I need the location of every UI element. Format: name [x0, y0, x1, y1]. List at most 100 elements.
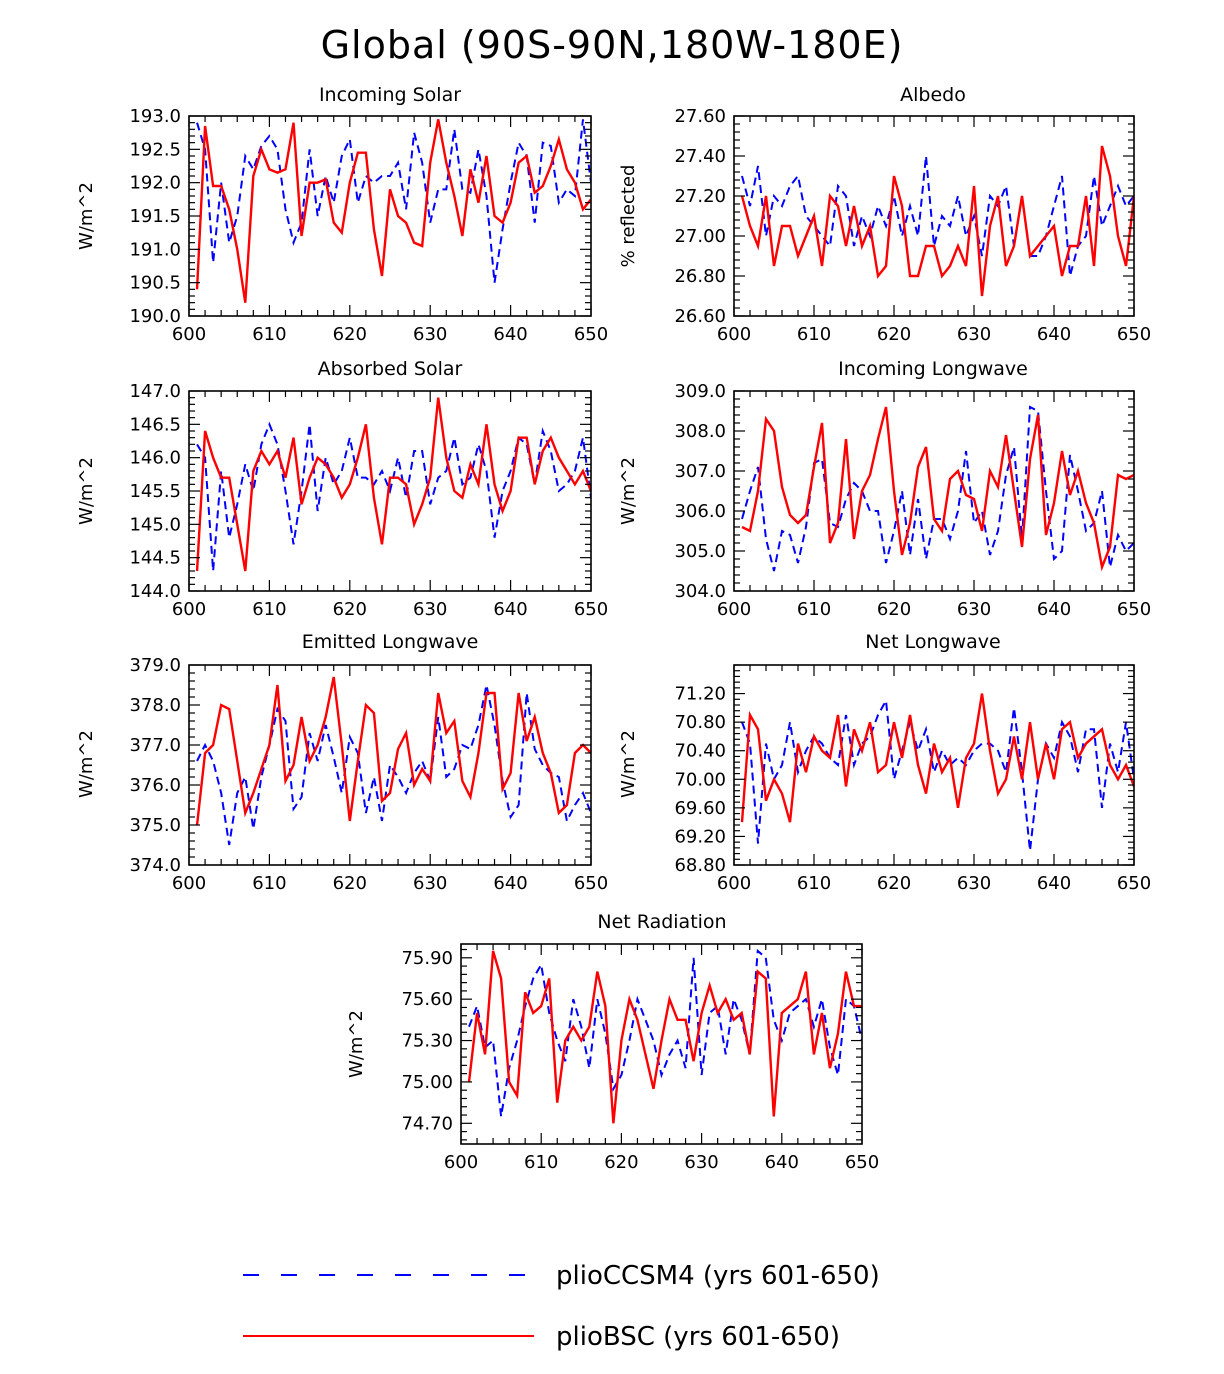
panel-absorbed-solar: Absorbed Solar W/m^2 600 610 620 630 640 650 1…: [76, 358, 608, 620]
x-tick-label: 650: [574, 324, 608, 345]
x-tick-label: 600: [717, 873, 751, 894]
series-line-pliobsc: [740, 693, 1134, 823]
y-axis-label: W/m^2: [76, 457, 97, 525]
panel-title: Net Longwave: [865, 631, 1001, 653]
y-tick-label: 75.00: [401, 1072, 453, 1093]
x-tick-label: 620: [333, 873, 367, 894]
y-tick-label: 304.0: [674, 581, 726, 602]
panel-net-radiation: Net Radiation W/m^2 600 610 620 630 640 650 74…: [346, 911, 879, 1173]
y-tick-label: 379.0: [129, 655, 181, 676]
y-tick-label: 191.5: [129, 206, 181, 227]
plot-frame: [733, 390, 1135, 592]
x-tick-label: 630: [684, 1152, 718, 1173]
y-axis-label: W/m^2: [618, 730, 639, 798]
series-line-pliobsc: [741, 406, 1134, 572]
x-tick-label: 650: [574, 599, 608, 620]
x-tick-label: 650: [1117, 599, 1151, 620]
legend: plioCCSM4 (yrs 601-650) plioBSC (yrs 601…: [243, 1261, 880, 1352]
y-axis-label: W/m^2: [346, 1010, 367, 1078]
x-tick-label: 610: [252, 324, 286, 345]
y-tick-label: 75.30: [401, 1031, 453, 1052]
panel-title: Incoming Longwave: [838, 358, 1028, 380]
panel-incoming-longwave: Incoming Longwave W/m^2 600 610 620 630 640 6…: [618, 358, 1151, 620]
x-tick-label: 650: [574, 873, 608, 894]
legend-label-pliobsc: plioBSC (yrs 601-650): [556, 1322, 840, 1352]
x-tick-label: 630: [957, 599, 991, 620]
panel-title: Net Radiation: [597, 911, 726, 933]
y-tick-label: 70.80: [674, 712, 726, 733]
figure-title: Global (90S-90N,180W-180E): [321, 23, 904, 67]
y-tick-label: 74.70: [401, 1113, 453, 1134]
y-tick-label: 377.0: [129, 735, 181, 756]
x-tick-label: 630: [413, 324, 447, 345]
x-tick-label: 600: [717, 599, 751, 620]
x-tick-label: 620: [333, 599, 367, 620]
y-tick-label: 70.00: [674, 769, 726, 790]
y-tick-label: 306.0: [674, 501, 726, 522]
y-tick-label: 192.5: [129, 139, 181, 160]
x-tick-label: 620: [877, 324, 911, 345]
plot-frame: [733, 115, 1135, 317]
plot-frame: [460, 943, 863, 1145]
y-tick-label: 376.0: [129, 775, 181, 796]
x-tick-label: 630: [413, 873, 447, 894]
y-tick-label: 305.0: [674, 541, 726, 562]
series-line-pliocсsm4: [741, 155, 1134, 277]
y-tick-label: 375.0: [129, 815, 181, 836]
y-tick-label: 190.5: [129, 273, 181, 294]
x-tick-label: 600: [172, 599, 206, 620]
x-tick-label: 600: [172, 324, 206, 345]
plot-frame: [188, 115, 592, 317]
panel-title: Absorbed Solar: [318, 358, 463, 380]
x-tick-label: 640: [493, 324, 527, 345]
y-tick-label: 75.60: [401, 989, 453, 1010]
series-line-pliocсsm4: [741, 405, 1134, 572]
panel-net-longwave: Net Longwave W/m^2 600 610 620 630 640 650 68.…: [618, 631, 1151, 894]
x-tick-label: 640: [493, 599, 527, 620]
y-tick-label: 190.0: [129, 306, 181, 327]
x-tick-label: 640: [1037, 873, 1071, 894]
series-line-pliocсsm4: [468, 948, 862, 1117]
panel-albedo: Albedo % reflected 600 610 620 630 640 650 26.…: [618, 84, 1151, 345]
x-tick-label: 600: [444, 1152, 478, 1173]
y-tick-label: 71.20: [674, 684, 726, 705]
x-tick-label: 640: [1037, 324, 1071, 345]
y-tick-label: 145.5: [129, 481, 181, 502]
y-tick-label: 374.0: [129, 855, 181, 876]
y-tick-label: 147.0: [129, 381, 181, 402]
x-tick-label: 640: [765, 1152, 799, 1173]
y-tick-label: 27.20: [674, 186, 726, 207]
panel-title: Emitted Longwave: [302, 631, 479, 653]
y-tick-label: 192.0: [129, 173, 181, 194]
x-tick-label: 610: [252, 599, 286, 620]
x-tick-label: 610: [797, 324, 831, 345]
y-tick-label: 27.60: [674, 106, 726, 127]
y-tick-label: 27.00: [674, 226, 726, 247]
y-tick-label: 193.0: [129, 106, 181, 127]
x-tick-label: 610: [797, 873, 831, 894]
y-tick-label: 26.80: [674, 266, 726, 287]
series-line-pliobsc: [195, 676, 591, 826]
x-tick-label: 610: [252, 873, 286, 894]
series-line-pliobsc: [195, 119, 591, 303]
y-axis-label: W/m^2: [76, 730, 97, 798]
x-tick-label: 640: [1037, 599, 1071, 620]
panel-title: Albedo: [900, 84, 966, 106]
plot-frame: [733, 664, 1135, 866]
series-line-pliobsc: [740, 145, 1134, 297]
y-axis-label: W/m^2: [76, 182, 97, 250]
x-tick-label: 650: [1117, 324, 1151, 345]
y-tick-label: 69.20: [674, 826, 726, 847]
x-tick-label: 650: [1117, 873, 1151, 894]
y-tick-label: 75.90: [401, 948, 453, 969]
x-tick-label: 630: [957, 324, 991, 345]
x-tick-label: 640: [493, 873, 527, 894]
x-tick-label: 620: [877, 599, 911, 620]
y-tick-label: 70.40: [674, 741, 726, 762]
y-tick-label: 146.5: [129, 414, 181, 435]
x-tick-label: 620: [877, 873, 911, 894]
series-line-pliocсsm4: [196, 421, 591, 572]
series-line-pliobsc: [467, 950, 862, 1124]
panel-incoming-solar: Incoming Solar W/m^2 600 610 620 630 640 650 1…: [76, 84, 608, 345]
